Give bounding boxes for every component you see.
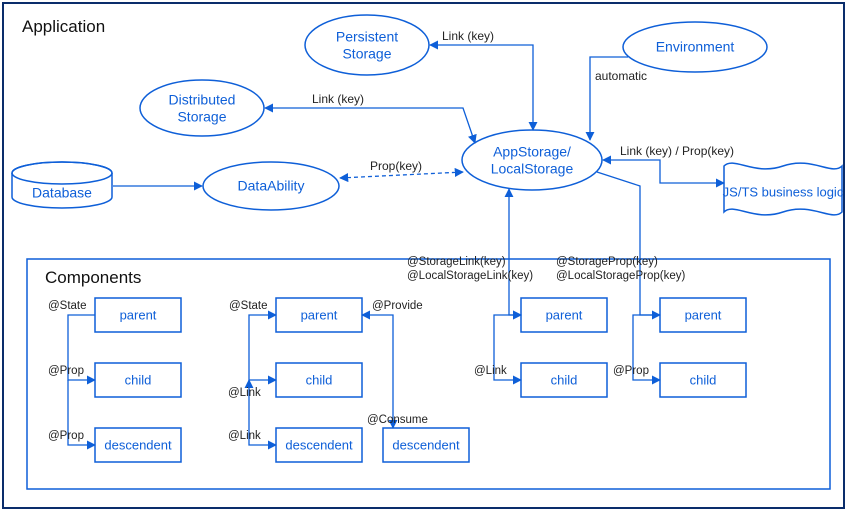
p3-child-label: child [551, 372, 578, 387]
edge-label-link3: @Link [474, 365, 507, 377]
distributed-storage-label-2: Storage [177, 109, 226, 125]
edge-label-localstoragelink: @LocalStorageLink(key) [407, 270, 533, 282]
js-logic-label: JS/TS business logic [723, 184, 844, 199]
edge-label-linkpropkey: Link (key) / Prop(key) [620, 144, 734, 158]
p1-parent-label: parent [120, 307, 157, 322]
edge-label-linkkey-persist: Link (key) [442, 29, 494, 43]
components-label: Components [45, 268, 141, 287]
edge-p2-parent-child [249, 315, 276, 380]
p3-parent-label: parent [546, 307, 583, 322]
persistent-storage-label-1: Persistent [336, 29, 398, 45]
app-storage-label-2: LocalStorage [491, 161, 574, 177]
tree-4: parent child [660, 298, 746, 397]
edge-label-localstorageprop: @LocalStorageProp(key) [556, 270, 685, 282]
edge-label-storagelink: @StorageLink(key) [407, 256, 506, 268]
tree-1: parent child descendent [95, 298, 181, 462]
database-label: Database [32, 185, 92, 201]
edge-label-provide: @Provide [372, 300, 423, 312]
architecture-diagram: Application Components Persistent Storag… [0, 0, 848, 512]
p2-parent-label: parent [301, 307, 338, 322]
distributed-storage-label-1: Distributed [169, 92, 236, 108]
app-storage-label-1: AppStorage/ [493, 144, 571, 160]
application-label: Application [22, 17, 105, 36]
edge-label-prop1: @Prop [48, 365, 84, 377]
p2-desc2-label: descendent [392, 437, 460, 452]
edge-label-link2: @Link [228, 430, 261, 442]
p4-child-label: child [690, 372, 717, 387]
environment-label: Environment [656, 39, 735, 55]
edge-label-state1: @State [48, 300, 87, 312]
persistent-storage-label-2: Storage [342, 46, 391, 62]
tree-3: parent child [521, 298, 607, 397]
p1-desc-label: descendent [104, 437, 172, 452]
p2-child-label: child [306, 372, 333, 387]
edge-label-state2: @State [229, 300, 268, 312]
edge-appstorage-persistent [430, 45, 533, 130]
edge-appstorage-p4parent [597, 172, 660, 315]
p1-child-label: child [125, 372, 152, 387]
p2-desc-label: descendent [285, 437, 353, 452]
edge-label-link1: @Link [228, 387, 261, 399]
edge-label-prop3: @Prop [613, 365, 649, 377]
edge-label-prop2: @Prop [48, 430, 84, 442]
tree-2: parent child descendent descendent [276, 298, 469, 462]
edge-label-consume: @Consume [367, 414, 428, 426]
edge-label-propkey: Prop(key) [370, 159, 422, 173]
edge-label-storageprop: @StorageProp(key) [556, 256, 658, 268]
edge-appstorage-p3parent [509, 189, 521, 315]
edge-label-automatic: automatic [595, 69, 647, 83]
edge-appstorage-distributed [265, 108, 475, 143]
edge-label-linkkey-dist: Link (key) [312, 92, 364, 106]
p4-parent-label: parent [685, 307, 722, 322]
data-ability-label: DataAbility [238, 178, 305, 194]
edge-p2-provide-consume [362, 315, 393, 428]
